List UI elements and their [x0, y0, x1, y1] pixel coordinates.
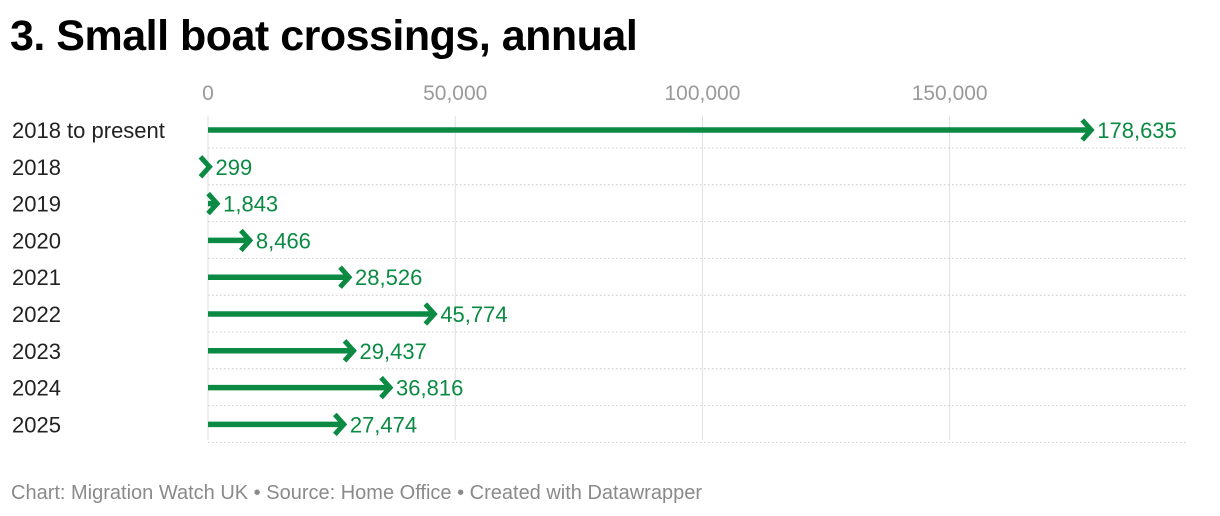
value-label: 299 [215, 155, 252, 180]
chart-footer: Chart: Migration Watch UK • Source: Home… [11, 480, 702, 506]
category-label: 2023 [12, 339, 61, 364]
category-label: 2020 [12, 228, 61, 253]
arrow-head [1080, 118, 1095, 142]
arrow-head [379, 375, 394, 400]
value-label: 1,843 [223, 192, 278, 217]
row-lines [208, 147, 1187, 443]
category-label: 2019 [12, 192, 61, 217]
created-with-credit: Created with Datawrapper [469, 482, 702, 504]
chart-credit: Chart: Migration Watch UK [11, 482, 249, 504]
category-label: 2018 [12, 155, 61, 180]
x-tick-label: 50,000 [423, 82, 487, 105]
value-label: 27,474 [350, 412, 417, 437]
source-credit: Source: Home Office [266, 482, 452, 504]
arrow-head [338, 265, 353, 289]
value-label: 36,816 [396, 376, 463, 401]
value-label: 8,466 [256, 228, 311, 253]
category-label: 2018 to present [12, 118, 165, 143]
x-tick-label: 100,000 [664, 82, 740, 105]
tick-labels: 0 50,000 100,000 150,000 [202, 82, 987, 105]
category-label: 2024 [12, 376, 61, 401]
category-label: 2022 [12, 302, 61, 327]
x-tick-label: 150,000 [912, 82, 988, 105]
category-label: 2021 [12, 265, 61, 290]
footer-separator: • [253, 482, 261, 504]
chart-title: 3. Small boat crossings, annual [10, 12, 638, 60]
category-labels: 2018 to present 2018 2019 2020 2021 2022 2023 2… [12, 118, 165, 437]
value-label: 28,526 [355, 265, 422, 290]
arrows [198, 118, 1095, 437]
value-label: 29,437 [360, 339, 427, 364]
value-label: 45,774 [440, 302, 507, 327]
x-tick-label: 0 [202, 82, 214, 105]
value-label: 178,635 [1097, 118, 1177, 143]
arrow-head [198, 155, 213, 179]
arrow-head [342, 339, 357, 363]
arrow-head [332, 412, 348, 437]
footer-separator: • [457, 482, 465, 504]
arrow-head [423, 302, 438, 326]
arrow-head [206, 191, 221, 216]
arrow-head [239, 228, 254, 253]
category-label: 2025 [12, 412, 61, 437]
value-labels: 178,635 299 1,843 8,466 28,526 45,774 29,437 36… [215, 118, 1176, 437]
